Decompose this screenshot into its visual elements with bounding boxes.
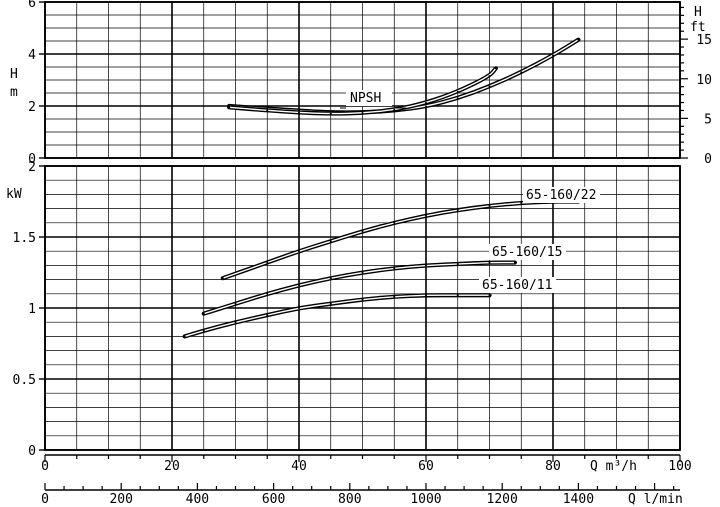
x-tick-label-m3h: 20 bbox=[164, 459, 180, 474]
curve-point bbox=[228, 106, 231, 109]
curve-point bbox=[266, 261, 269, 264]
y-tick-label-kw: 1 bbox=[28, 302, 36, 317]
series-label-kw-2: 65-160/11 bbox=[482, 278, 552, 293]
curve-point bbox=[202, 312, 205, 315]
x-tick-label-lmin: 800 bbox=[338, 492, 361, 507]
x-tick-label-m3h: 60 bbox=[418, 459, 434, 474]
curve-point bbox=[329, 277, 332, 280]
curve-point bbox=[456, 97, 459, 100]
curve-point bbox=[361, 271, 364, 274]
curve-point bbox=[298, 111, 300, 114]
curve-point bbox=[393, 267, 396, 270]
curve-point bbox=[520, 71, 523, 74]
y-axis-label-kw: kW bbox=[6, 187, 22, 202]
x-tick-label-m3h: 40 bbox=[291, 459, 307, 474]
curve-point bbox=[393, 295, 396, 298]
curve-point bbox=[425, 294, 427, 297]
curve-point bbox=[425, 214, 427, 217]
y-tick-label-kw: 1.5 bbox=[13, 231, 36, 246]
curve-point bbox=[393, 221, 396, 224]
curve-point bbox=[494, 67, 497, 70]
y-tick-label-left: 4 bbox=[28, 48, 36, 63]
curve-point bbox=[183, 335, 186, 338]
curve-point bbox=[552, 54, 554, 57]
series-label-kw-1: 65-160/15 bbox=[492, 245, 562, 260]
series-label-bg bbox=[489, 244, 567, 260]
x-axis-label-m3h: Q m³/h bbox=[590, 459, 637, 474]
y-tick-label-right: 10 bbox=[696, 73, 712, 88]
x-tick-label-lmin: 1400 bbox=[563, 492, 594, 507]
y-tick-label-left: 2 bbox=[28, 100, 36, 115]
curve-point bbox=[456, 294, 459, 297]
curve-outline-npsh-0 bbox=[227, 37, 581, 115]
curve-point bbox=[456, 209, 459, 212]
y-axis-label-H: H bbox=[10, 67, 18, 82]
curve-point bbox=[577, 38, 580, 41]
curve-point bbox=[298, 284, 300, 287]
curve-point bbox=[266, 109, 269, 112]
curve-point bbox=[488, 261, 491, 264]
curve-point bbox=[234, 321, 237, 324]
x-tick-label-m3h: 80 bbox=[545, 459, 561, 474]
curve-inner-kw-2 bbox=[184, 294, 491, 338]
y-tick-label-right: 15 bbox=[696, 33, 712, 48]
x-tick-label-lmin: 1000 bbox=[410, 492, 441, 507]
curve-point bbox=[361, 230, 364, 233]
y-tick-label-left: 6 bbox=[28, 0, 36, 11]
series-label-bg bbox=[479, 277, 557, 293]
curve-point bbox=[425, 101, 427, 104]
curve-point bbox=[221, 277, 224, 280]
curve-point bbox=[298, 250, 300, 253]
y-tick-label-kw: 0.5 bbox=[13, 373, 36, 388]
x-tick-label-lmin: 1200 bbox=[487, 492, 518, 507]
y-tick-label-left: 0 bbox=[28, 152, 36, 167]
plot-frame bbox=[44, 1, 681, 159]
curve-point bbox=[488, 294, 491, 297]
curve-point bbox=[456, 262, 459, 265]
curve-point bbox=[520, 201, 523, 204]
curve-point bbox=[488, 204, 491, 207]
series-label-bg bbox=[523, 187, 601, 203]
curve-outline-kw-2 bbox=[182, 293, 492, 339]
curve-point bbox=[329, 240, 332, 243]
curve-point bbox=[513, 261, 516, 264]
series-label-npsh: NPSH bbox=[350, 91, 381, 106]
npsh-label-bg bbox=[346, 90, 392, 106]
x-axis-label-lmin: Q l/min bbox=[628, 492, 683, 507]
curve-point bbox=[329, 112, 332, 115]
curve-inner-kw-1 bbox=[203, 261, 516, 315]
y-tick-label-kw: 2 bbox=[28, 160, 36, 175]
curve-point bbox=[488, 85, 491, 88]
text-layer: NPSH65-160/2265-160/1565-160/11024605101… bbox=[6, 0, 712, 507]
y-axis-label-right-ft: ft bbox=[690, 20, 706, 35]
x-tick-label-lmin: 400 bbox=[186, 492, 209, 507]
x-tick-label-m3h: 100 bbox=[668, 459, 691, 474]
x-tick-label-lmin: 600 bbox=[262, 492, 285, 507]
y-axis-label-m: m bbox=[10, 85, 18, 100]
y-tick-label-right: 5 bbox=[704, 112, 712, 127]
curve-point bbox=[266, 292, 269, 295]
series-label-kw-0: 65-160/22 bbox=[526, 188, 596, 203]
y-tick-label-kw: 0 bbox=[28, 444, 36, 459]
curve-point bbox=[361, 298, 364, 301]
y-tick-label-right: 0 bbox=[704, 152, 712, 167]
curve-point bbox=[234, 302, 237, 305]
curve-point bbox=[425, 105, 427, 108]
curve-point bbox=[202, 329, 205, 332]
curve-inner-npsh-0 bbox=[228, 39, 580, 114]
x-tick-label-lmin: 0 bbox=[41, 492, 49, 507]
x-tick-label-m3h: 0 bbox=[41, 459, 49, 474]
curve-point bbox=[393, 108, 396, 111]
curve-point bbox=[456, 90, 459, 93]
y-axis-label-right-H: H bbox=[694, 5, 702, 20]
curve-point bbox=[361, 112, 364, 115]
curve-point bbox=[266, 314, 269, 317]
curve-point bbox=[329, 302, 332, 305]
curve-point bbox=[425, 264, 427, 267]
curve-point bbox=[298, 307, 300, 309]
curve-point bbox=[488, 75, 491, 78]
x-tick-label-lmin: 200 bbox=[109, 492, 132, 507]
grid-layer bbox=[39, 1, 688, 491]
